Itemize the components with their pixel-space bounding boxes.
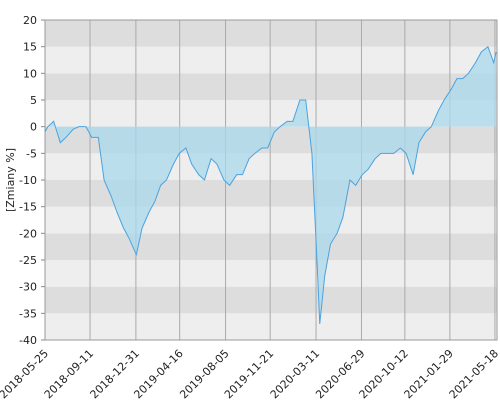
y-tick-label: 10 [23, 67, 37, 80]
y-tick-label: -25 [19, 254, 37, 267]
y-tick-label: -10 [19, 174, 37, 187]
background-band [45, 20, 497, 47]
y-tick-label: 20 [23, 14, 37, 27]
y-tick-label: 15 [23, 41, 37, 54]
background-band [45, 73, 497, 100]
background-band [45, 46, 497, 74]
background-band [45, 260, 497, 287]
plot-frame [44, 19, 498, 341]
background-band [45, 100, 497, 127]
background-band [45, 206, 497, 234]
y-tick-label: -30 [19, 281, 37, 294]
y-tick-label: -35 [19, 307, 37, 320]
background-band [45, 313, 497, 340]
y-axis-label: [Zmiany %] [4, 148, 17, 212]
y-tick-label: -20 [19, 227, 37, 240]
y-tick-label: -15 [19, 201, 37, 214]
y-tick-label: -5 [26, 147, 37, 160]
line [44, 45, 497, 325]
y-tick-label: 5 [30, 94, 37, 107]
area [45, 46, 497, 325]
background-band [45, 233, 497, 260]
background-band [45, 286, 497, 314]
y-tick-label: -40 [19, 334, 37, 347]
y-tick-label: 0 [30, 121, 37, 134]
